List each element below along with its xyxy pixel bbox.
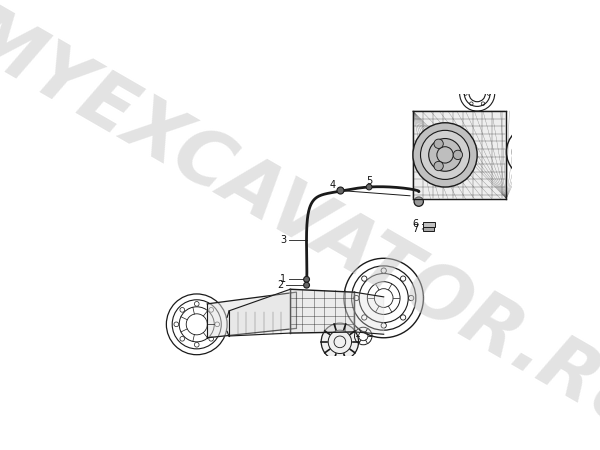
Circle shape (443, 173, 448, 178)
Circle shape (434, 162, 443, 171)
Circle shape (443, 132, 448, 137)
Circle shape (481, 81, 485, 85)
Circle shape (470, 81, 473, 85)
Circle shape (414, 197, 424, 206)
Circle shape (487, 92, 491, 95)
Circle shape (518, 138, 523, 142)
Circle shape (457, 138, 462, 143)
Circle shape (421, 130, 470, 180)
Polygon shape (355, 292, 384, 334)
Circle shape (548, 150, 552, 154)
Text: 3: 3 (280, 234, 286, 245)
Text: 6: 6 (413, 219, 419, 229)
Circle shape (381, 268, 386, 273)
Polygon shape (413, 111, 506, 199)
Circle shape (513, 150, 517, 154)
Circle shape (321, 323, 359, 360)
Bar (424, 227, 434, 231)
Circle shape (422, 153, 427, 157)
Circle shape (381, 323, 386, 328)
Circle shape (400, 276, 406, 281)
Circle shape (362, 315, 367, 320)
Circle shape (470, 102, 473, 105)
Circle shape (180, 337, 185, 341)
Circle shape (174, 322, 179, 327)
Circle shape (362, 276, 367, 281)
Polygon shape (229, 289, 290, 336)
Circle shape (428, 138, 433, 143)
Polygon shape (290, 289, 355, 333)
Circle shape (428, 139, 461, 171)
Circle shape (464, 92, 467, 95)
Circle shape (209, 337, 214, 341)
Text: 1: 1 (280, 274, 286, 284)
Text: 5: 5 (366, 176, 372, 186)
Text: 7: 7 (413, 224, 419, 234)
Bar (424, 222, 435, 227)
Text: 4: 4 (330, 180, 336, 190)
Circle shape (518, 162, 523, 166)
Circle shape (337, 187, 344, 194)
Circle shape (543, 138, 547, 142)
Text: 2: 2 (277, 280, 283, 290)
Circle shape (304, 282, 310, 288)
Circle shape (481, 102, 485, 105)
Circle shape (353, 295, 359, 301)
Circle shape (194, 302, 199, 306)
Circle shape (366, 184, 372, 190)
Circle shape (530, 132, 535, 136)
Circle shape (215, 322, 220, 327)
Circle shape (209, 307, 214, 312)
Circle shape (194, 342, 199, 347)
Circle shape (463, 153, 468, 157)
Polygon shape (207, 292, 296, 338)
Circle shape (543, 162, 547, 166)
Circle shape (180, 307, 185, 312)
Circle shape (453, 150, 463, 160)
Circle shape (434, 139, 443, 149)
Circle shape (413, 123, 477, 187)
Circle shape (409, 295, 414, 301)
Circle shape (457, 167, 462, 172)
Circle shape (530, 167, 535, 171)
Circle shape (400, 315, 406, 320)
Circle shape (428, 167, 433, 172)
Circle shape (304, 276, 310, 282)
